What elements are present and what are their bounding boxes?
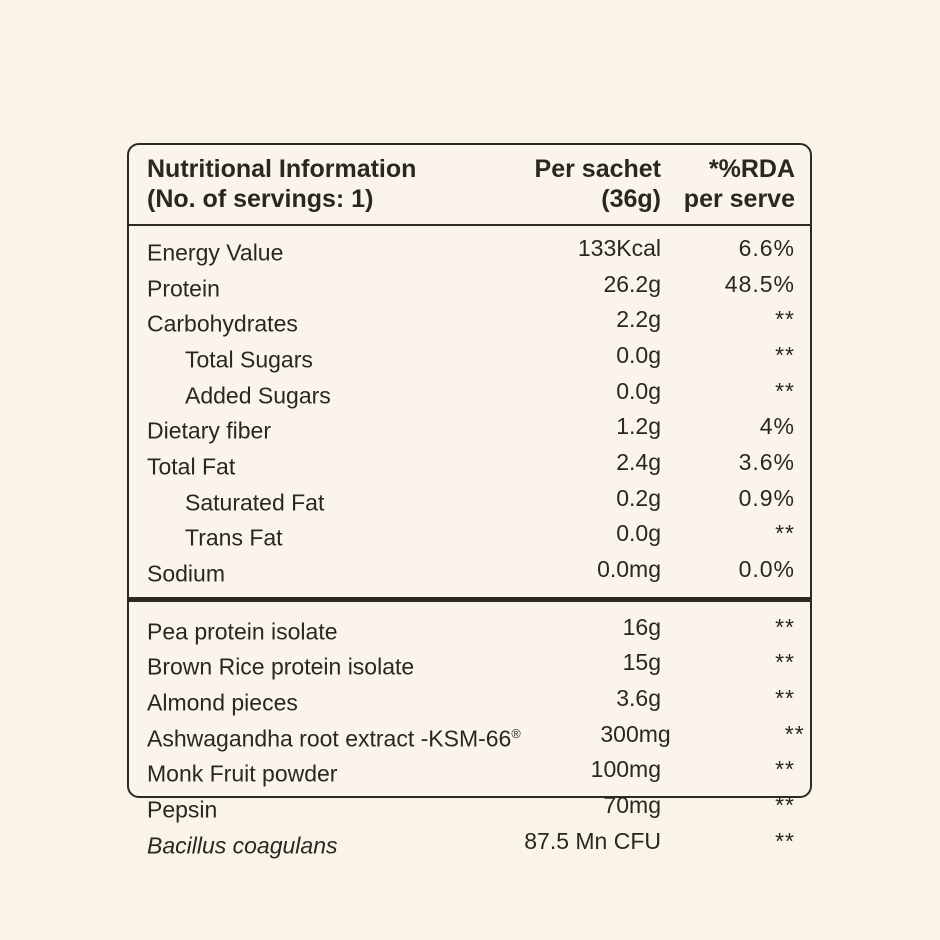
row-label-text: Trans Fat [185,524,283,551]
row-amount: 0.0g [616,341,661,368]
row-rda: 0.0% [738,555,795,582]
row-rda: ** [775,377,795,404]
row-rda: 3.6% [738,448,795,475]
row-label: Protein [147,269,511,305]
row-label: Total Sugars [147,340,511,376]
table-row: Pepsin 70mg ** [147,790,795,826]
table-row: Ashwagandha root extract -KSM-66® 300mg … [147,719,804,755]
table-row: Bacillus coagulans 87.5 Mn CFU ** [147,826,795,862]
row-label: Ashwagandha root extract -KSM-66® [147,719,521,755]
row-label-text: Pea protein isolate [147,618,338,645]
row-label: Monk Fruit powder [147,754,511,790]
ingredients-section: Pea protein isolate 16g ** Brown Rice pr… [129,596,810,870]
row-label-text: Bacillus coagulans [147,832,338,859]
header-per-sachet-line1: Per sachet [534,155,661,183]
table-header: Nutritional Information (No. of servings… [129,145,810,226]
row-amount: 1.2g [616,413,661,440]
table-row: Carbohydrates 2.2g ** [147,304,795,340]
row-label-text: Dietary fiber [147,417,271,444]
header-title: Nutritional Information (No. of servings… [147,154,511,214]
row-rda: ** [775,791,795,818]
row-rda: ** [775,520,795,547]
row-label: Saturated Fat [147,483,511,519]
table-row: Energy Value 133Kcal 6.6% [147,233,795,269]
header-title-line1: Nutritional Information [147,155,417,183]
row-amount: 26.2g [603,270,661,297]
row-amount: 70mg [603,791,661,818]
row-label: Brown Rice protein isolate [147,647,511,683]
row-rda: 6.6% [738,235,795,261]
row-label-text: Energy Value [147,239,284,266]
row-label: Bacillus coagulans [147,826,511,862]
row-rda: ** [775,827,795,854]
nutrients-section: Energy Value 133Kcal 6.6% Protein 26.2g … [129,226,810,597]
table-row: Monk Fruit powder 100mg ** [147,754,795,790]
table-row: Dietary fiber 1.2g 4% [147,411,795,447]
row-label-text: Ashwagandha root extract -KSM-66 [147,725,512,752]
table-row: Sodium 0.0mg 0.0% [147,554,795,590]
row-rda: ** [784,720,805,747]
nutrition-table: Nutritional Information (No. of servings… [127,143,812,858]
row-rda: ** [775,306,795,333]
row-rda: ** [775,649,795,676]
row-label: Total Fat [147,447,511,483]
row-label-text: Total Sugars [185,346,313,373]
row-amount: 3.6g [616,684,661,711]
table-row: Total Sugars 0.0g ** [147,340,795,376]
row-rda: ** [775,613,795,640]
header-title-line2: (No. of servings: 1) [147,185,374,213]
row-label-text: Carbohydrates [147,310,298,337]
registered-trademark-symbol: ® [511,726,521,741]
row-rda: ** [775,684,795,711]
row-label-text: Saturated Fat [185,489,325,516]
table-row: Trans Fat 0.0g ** [147,518,795,554]
header-rda-line1: *%RDA [708,155,795,183]
header-col-rda: *%RDA per serve [661,154,795,214]
table-row: Saturated Fat 0.2g 0.9% [147,483,795,519]
row-amount: 100mg [590,756,661,783]
table-row: Brown Rice protein isolate 15g ** [147,647,795,683]
row-amount: 2.4g [616,448,661,475]
row-amount: 16g [622,613,661,640]
row-amount: 133Kcal [577,235,661,261]
row-rda: 48.5% [724,270,795,297]
row-label: Dietary fiber [147,411,511,447]
row-amount: 300mg [600,720,671,747]
row-rda: ** [775,341,795,368]
table-row: Total Fat 2.4g 3.6% [147,447,795,483]
row-label: Pepsin [147,790,511,826]
row-label: Pea protein isolate [147,612,511,648]
row-amount: 0.2g [616,484,661,511]
row-label-text: Brown Rice protein isolate [147,653,415,680]
row-label: Carbohydrates [147,304,511,340]
row-label: Energy Value [147,233,511,269]
row-amount: 2.2g [616,306,661,333]
row-label: Added Sugars [147,376,511,412]
row-rda: 0.9% [738,484,795,511]
header-per-sachet-line2: (36g) [601,185,661,213]
row-label-text: Pepsin [147,796,218,823]
table-row: Added Sugars 0.0g ** [147,376,795,412]
header-col-per-sachet: Per sachet (36g) [511,154,661,214]
row-label-text: Sodium [147,560,225,587]
row-label: Trans Fat [147,518,511,554]
table-row: Pea protein isolate 16g ** [147,612,795,648]
row-label-text: Monk Fruit powder [147,760,338,787]
row-amount: 87.5 Mn CFU [524,827,661,854]
row-rda: ** [775,756,795,783]
row-label: Almond pieces [147,683,511,719]
row-label-text: Added Sugars [185,382,331,409]
row-amount: 0.0mg [597,555,661,582]
row-amount: 0.0g [616,520,661,547]
table-row: Almond pieces 3.6g ** [147,683,795,719]
row-amount: 15g [622,649,661,676]
row-label-text: Almond pieces [147,689,298,716]
row-label-text: Protein [147,275,220,302]
row-amount: 0.0g [616,377,661,404]
table-row: Protein 26.2g 48.5% [147,269,795,305]
header-rda-line2: per serve [683,185,795,213]
row-label-text: Total Fat [147,453,236,480]
row-rda: 4% [759,413,795,440]
row-label: Sodium [147,554,511,590]
